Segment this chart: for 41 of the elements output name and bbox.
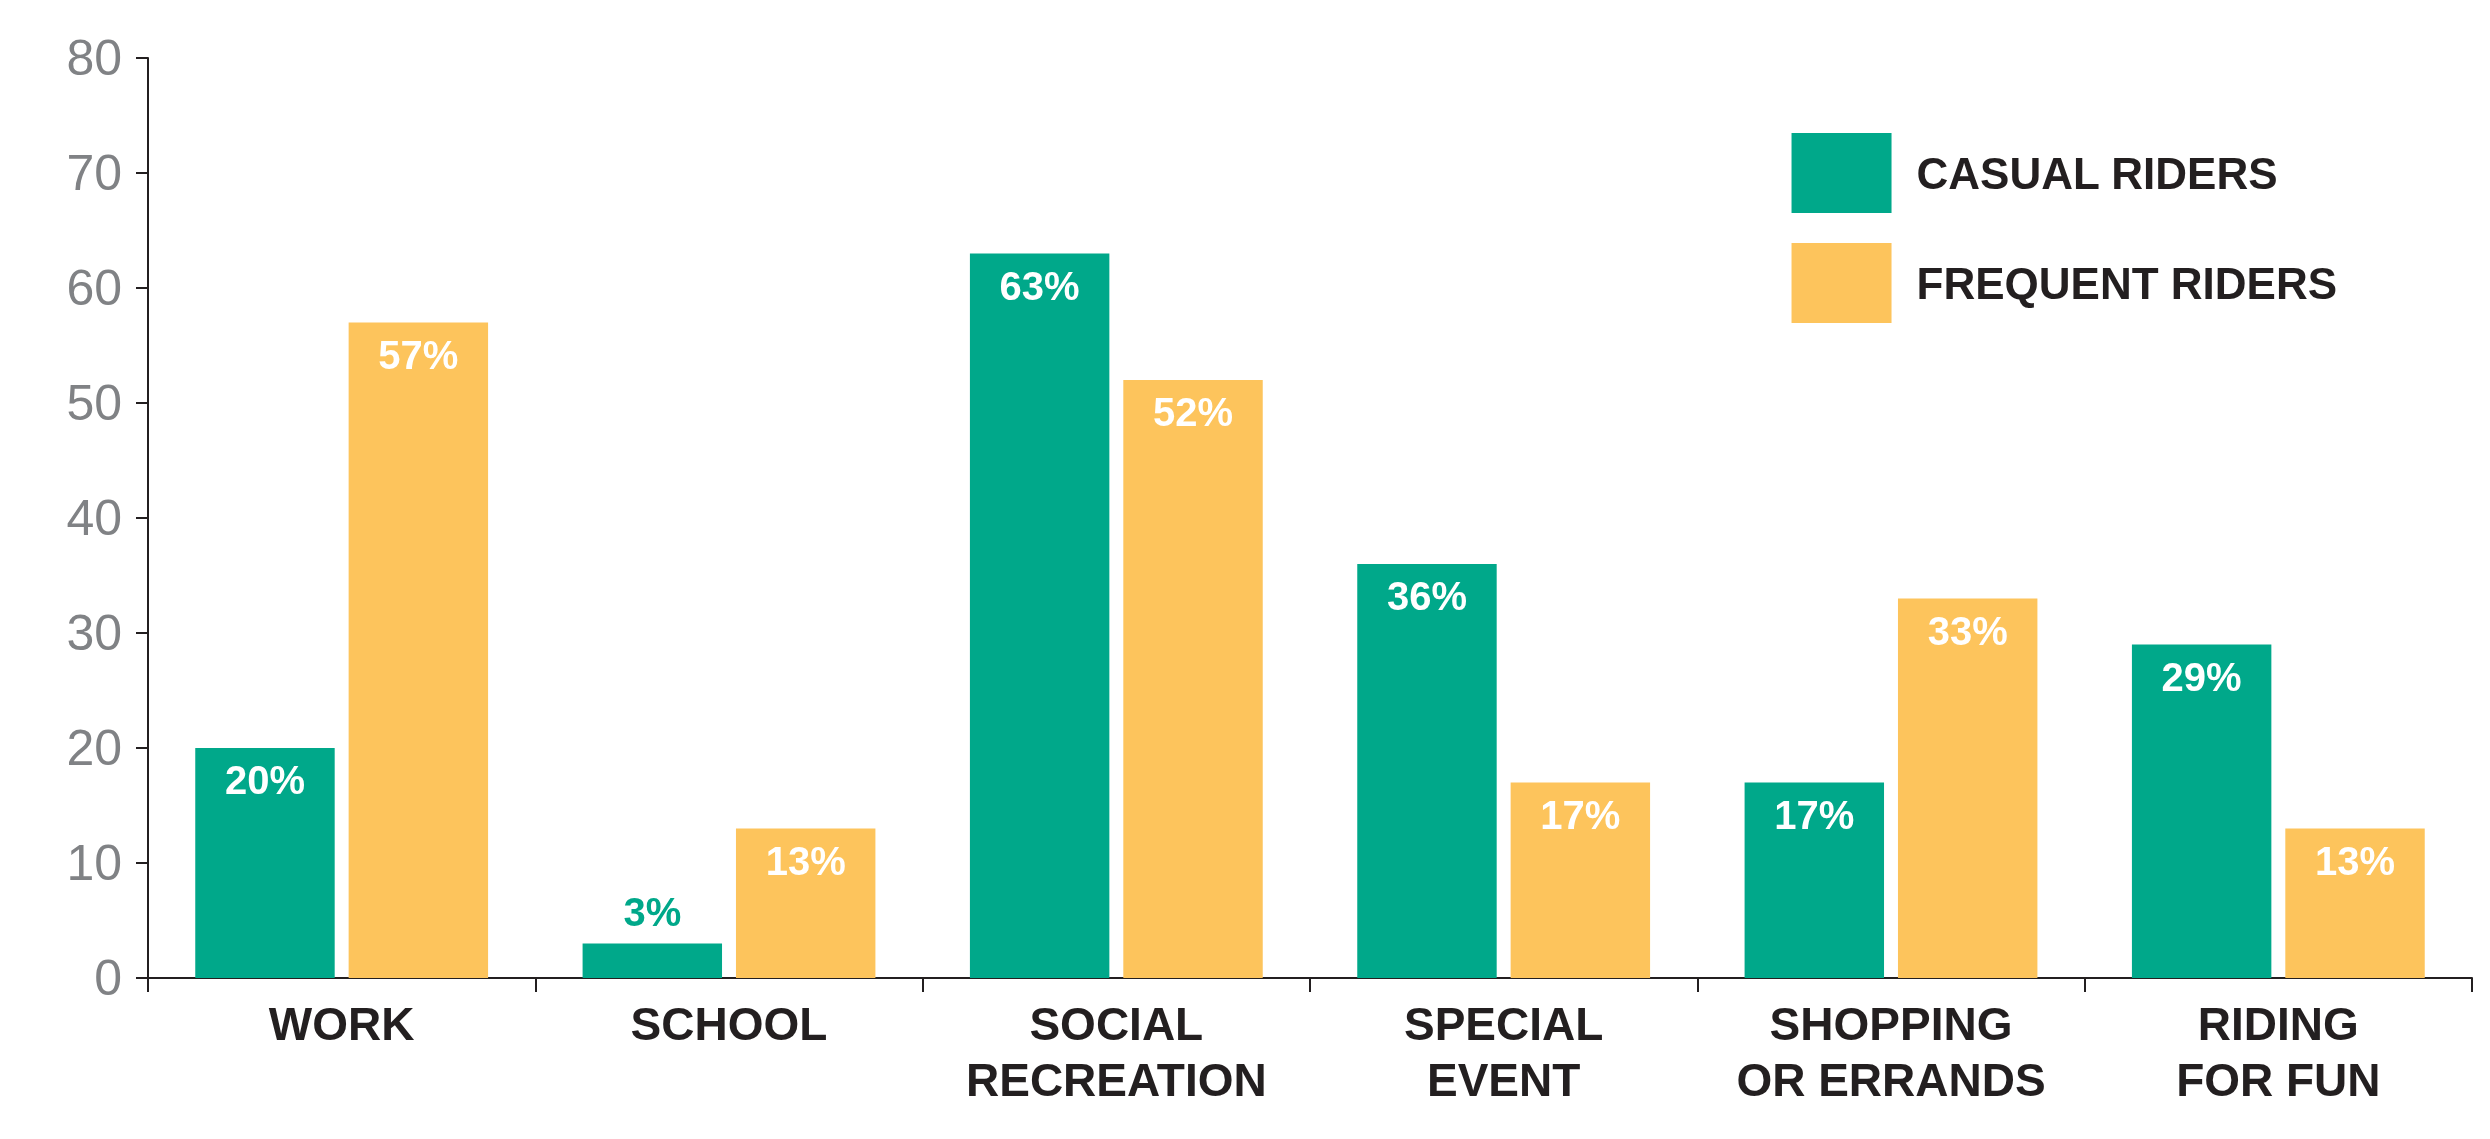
bar: [1897, 598, 2038, 978]
data-label: 3%: [623, 889, 682, 934]
data-label: 20%: [224, 758, 306, 802]
data-label: 17%: [1774, 792, 1855, 837]
bar: [2285, 828, 2425, 978]
data-label: 57%: [378, 332, 459, 377]
bar: [582, 943, 723, 978]
x-tick-label: SHOPPING OR ERRANDS: [1736, 998, 2046, 1106]
bar: [1357, 564, 1497, 978]
bar: [195, 748, 335, 978]
data-label: 52%: [1152, 390, 1234, 434]
y-tick-label: 50: [66, 375, 122, 431]
data-label: 36%: [1386, 574, 1468, 618]
y-tick-label: 30: [66, 605, 122, 661]
data-label: 13%: [2314, 838, 2396, 883]
x-tick-label: SOCIAL RECREATION: [965, 998, 1267, 1106]
bar: [2131, 644, 2272, 978]
x-tick-label: SPECIAL EVENT: [1403, 998, 1604, 1106]
x-tick-label: SCHOOL: [630, 998, 828, 1050]
y-tick-label: 70: [66, 145, 122, 201]
data-label: 17%: [1540, 792, 1621, 837]
y-tick-label: 80: [66, 30, 122, 86]
y-tick-label: 10: [66, 835, 122, 891]
bar: [1510, 782, 1651, 978]
legend-label: CASUAL RIDERS: [1916, 148, 2278, 198]
bar: [735, 828, 876, 978]
legend-label: FREQUENT RIDERS: [1916, 258, 2338, 308]
x-tick-label: RIDING FOR FUN: [2176, 998, 2381, 1106]
x-tick-label: WORK: [268, 998, 415, 1050]
data-label: 13%: [765, 838, 846, 883]
data-label: 63%: [999, 263, 1080, 308]
data-label: 29%: [2161, 654, 2242, 699]
bar: [1123, 380, 1263, 978]
bar: [1744, 782, 1885, 978]
bar: [969, 253, 1110, 978]
bar: [348, 322, 489, 978]
data-label: 33%: [1927, 608, 2008, 653]
y-tick-label: 40: [66, 490, 122, 546]
y-tick-label: 20: [66, 720, 122, 776]
y-tick-label: 60: [66, 260, 122, 316]
y-tick-label: 0: [94, 950, 122, 1006]
